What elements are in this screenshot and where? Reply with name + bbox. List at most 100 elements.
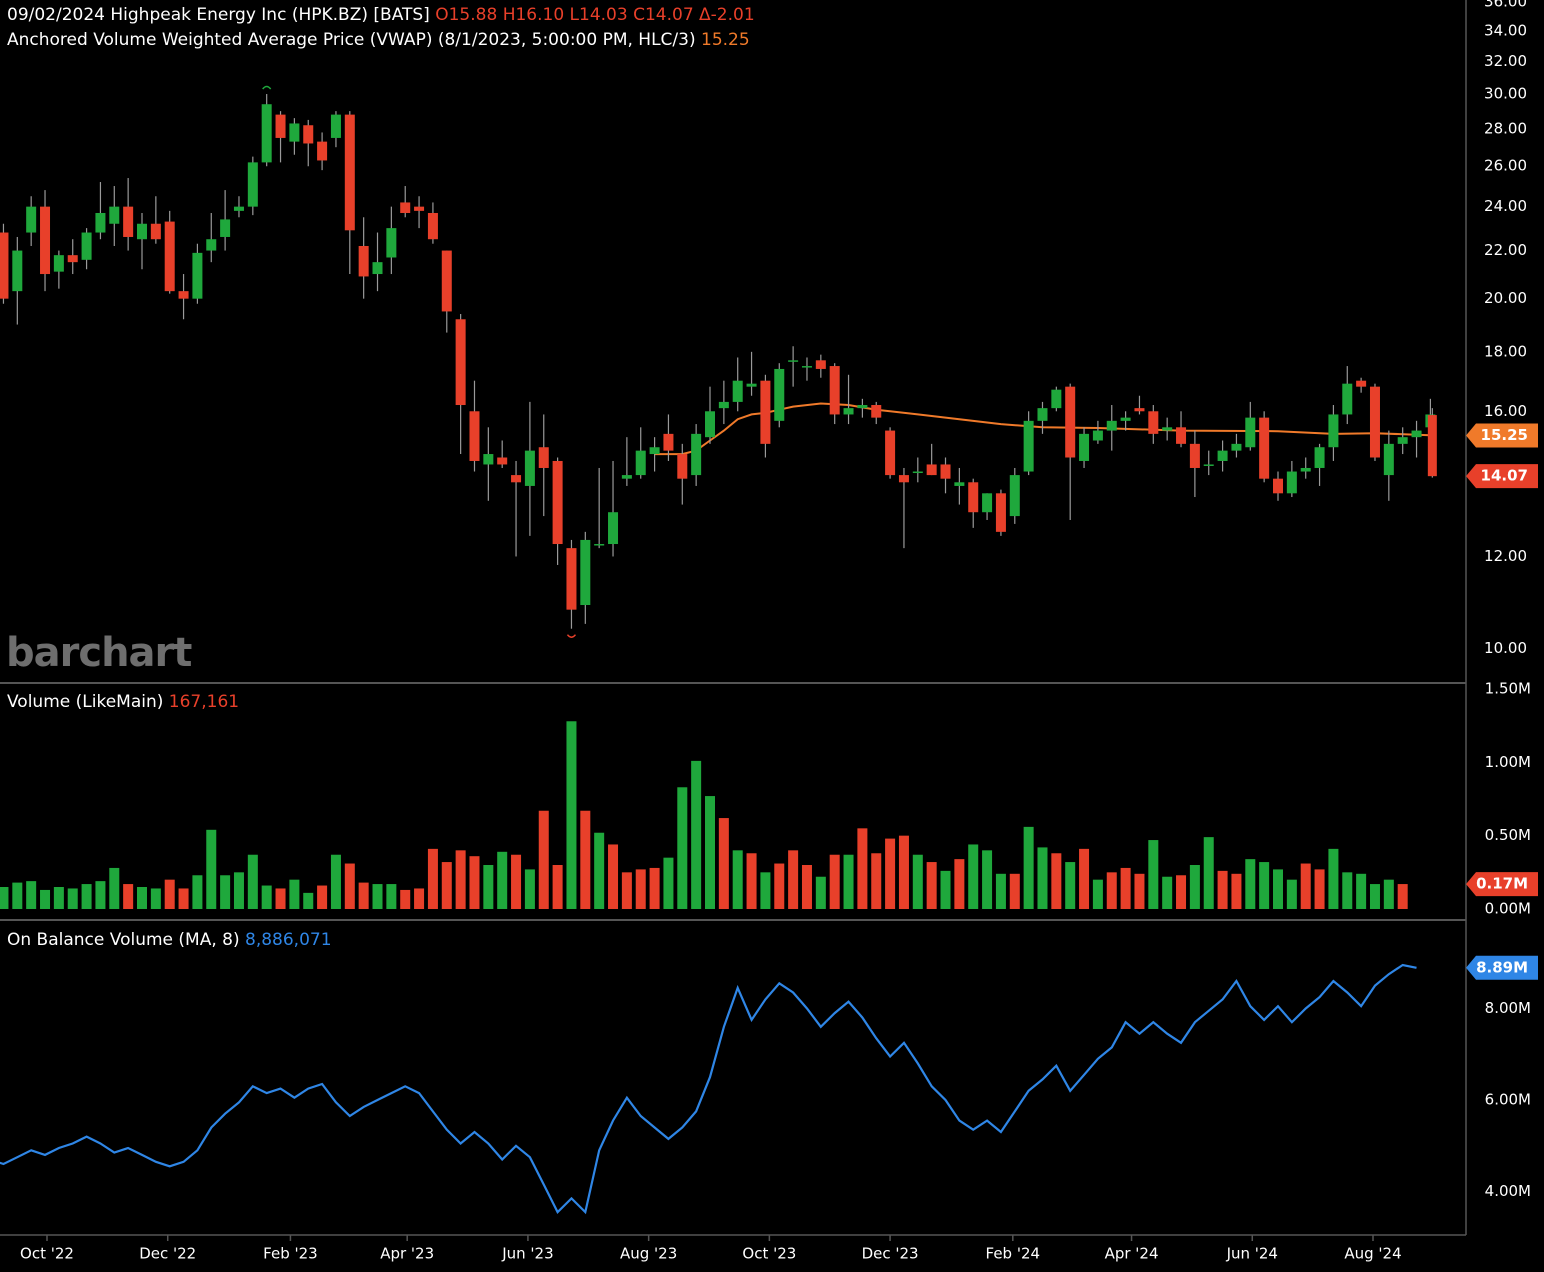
candle-body (400, 202, 411, 213)
candle-body (1273, 478, 1284, 494)
x-tick-label: Oct '22 (20, 1245, 74, 1263)
candle-body (275, 114, 286, 138)
candle-body (1245, 417, 1256, 448)
volume-bar (1203, 837, 1214, 909)
candle-body (372, 262, 383, 275)
candle-body (1397, 437, 1408, 444)
volume-bar (829, 854, 840, 909)
volume-bar (788, 850, 799, 909)
price-tick-label: 30.00 (1484, 85, 1527, 103)
price-header: 09/02/2024 Highpeak Energy Inc (HPK.BZ) … (7, 5, 755, 25)
price-tick-label: 32.00 (1484, 52, 1527, 70)
x-tick-label: Jun '23 (501, 1245, 553, 1263)
volume-bar (760, 872, 771, 909)
candle-body (1342, 383, 1353, 415)
candle-body (885, 430, 896, 476)
candle-body (718, 401, 729, 409)
volume-bar (1134, 873, 1145, 909)
volume-tick-label: 1.50M (1485, 680, 1531, 698)
x-tick-label: Jun '24 (1226, 1245, 1278, 1263)
volume-bar (995, 873, 1006, 909)
volume-bar (289, 879, 300, 909)
x-tick-label: Apr '23 (380, 1245, 434, 1263)
volume-bar (608, 844, 619, 909)
volume-bar (497, 851, 508, 909)
volume-bar (1286, 879, 1297, 909)
volume-bar (635, 869, 646, 909)
candle-body (150, 223, 161, 240)
volume-bar (1300, 863, 1311, 909)
volume-bar (968, 844, 979, 909)
volume-bar (483, 865, 494, 909)
header-symbol: 09/02/2024 Highpeak Energy Inc (HPK.BZ) … (7, 5, 430, 25)
volume-badge: 0.17M (1476, 875, 1528, 893)
volume-bar (1383, 879, 1394, 909)
candle-body (427, 212, 438, 240)
candle-body (12, 250, 23, 292)
candle-body (912, 471, 923, 474)
volume-bar (220, 875, 231, 909)
panel-separators (0, 0, 1467, 1236)
candle-body (1148, 411, 1159, 434)
candle-body (358, 245, 369, 277)
candle-body (53, 255, 64, 272)
candle-body (1134, 408, 1145, 412)
candle-body (857, 405, 868, 409)
candle-body (1065, 386, 1076, 458)
candle-body (774, 368, 785, 421)
volume-bars (0, 721, 1408, 909)
candle-body (926, 464, 937, 476)
volume-bar (469, 856, 480, 909)
price-tick-label: 36.00 (1484, 0, 1527, 11)
candle-body (566, 548, 577, 610)
candle-body (1120, 417, 1131, 421)
volume-bar (774, 863, 785, 909)
volume-label: Volume (LikeMain) (7, 692, 164, 712)
volume-bar (580, 810, 591, 909)
volume-bar (1314, 869, 1325, 909)
x-tick-label: Dec '23 (862, 1245, 919, 1263)
candle-body (344, 114, 355, 231)
candle-body (1411, 430, 1422, 438)
volume-bar (1397, 884, 1408, 909)
candle-body (206, 239, 217, 251)
volume-bar (954, 859, 965, 909)
barchart-logo: barchart (6, 630, 192, 676)
volume-bar (649, 867, 660, 909)
candle-body (1231, 443, 1242, 451)
candle-body (788, 360, 799, 362)
candle-body (705, 411, 715, 438)
candle-body (1079, 433, 1090, 461)
volume-bar (691, 760, 702, 909)
volume-bar (1162, 876, 1173, 909)
volume-bar (1120, 867, 1131, 909)
volume-bar (677, 787, 688, 909)
volume-bar (732, 850, 743, 909)
candle-body (594, 544, 605, 546)
volume-bar (303, 892, 314, 909)
x-tick-label: Aug '24 (1344, 1245, 1401, 1263)
x-axis-ticks: Oct '22 Dec '22 Feb '23 Apr '23 Jun '23 Aug '… (20, 1235, 1402, 1263)
candle-body (691, 433, 702, 476)
obv-path (0, 963, 1417, 1215)
candle-body (1023, 420, 1034, 472)
candle-body (732, 380, 743, 402)
volume-bar (136, 887, 147, 909)
x-tick-label: Dec '22 (139, 1245, 196, 1263)
candle-body (982, 493, 993, 513)
candle-body (663, 433, 674, 451)
candle-body (1286, 471, 1297, 494)
candle-body (995, 493, 1006, 532)
candle-body (192, 252, 203, 299)
volume-bar (330, 854, 341, 909)
candle-body (386, 228, 397, 258)
obv-value: 8,886,071 (245, 930, 332, 950)
volume-bar (566, 721, 577, 909)
candle-body (109, 206, 120, 224)
volume-bar (1051, 853, 1062, 909)
volume-bar (1079, 848, 1090, 909)
header-low: L14.03 (569, 5, 628, 25)
volume-bar (400, 889, 411, 909)
obv-tick-label: 8.00M (1485, 999, 1531, 1017)
price-tick-label: 20.00 (1484, 289, 1527, 307)
